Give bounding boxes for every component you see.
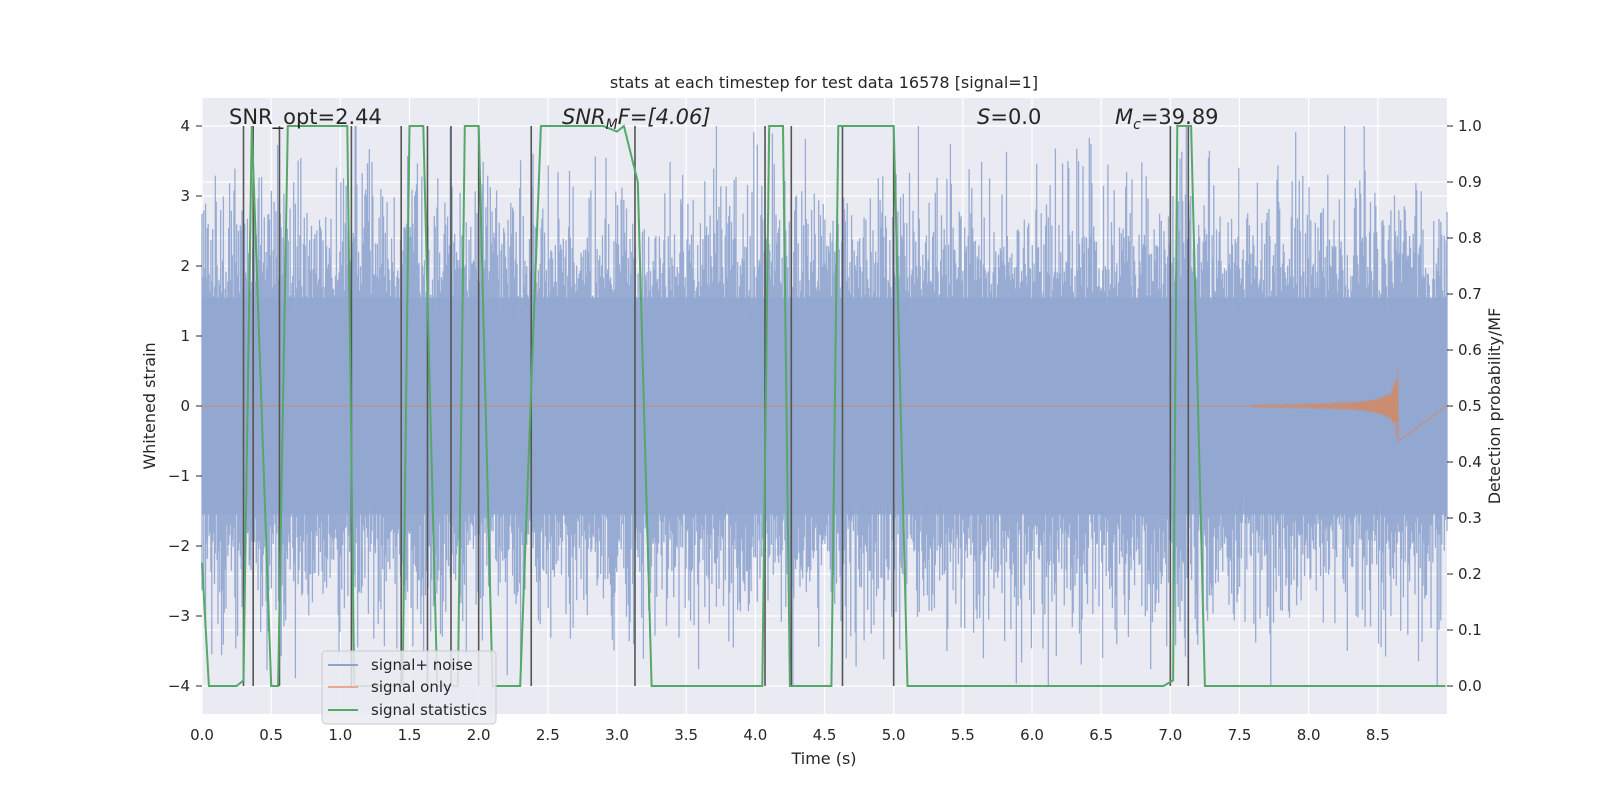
signal-statistics-series bbox=[201, 124, 1446, 687]
y2-tick-label: 0.2 bbox=[1458, 565, 1482, 583]
annotation-mc: Mc=39.89 bbox=[1115, 105, 1219, 133]
y2-tick-label: 1.0 bbox=[1458, 117, 1482, 135]
x-tick-label: 7.5 bbox=[1228, 726, 1252, 744]
y2-tick-label: 0.5 bbox=[1458, 397, 1482, 415]
y2-tick-label: 0.6 bbox=[1458, 341, 1482, 359]
y2-tick-label: 0.8 bbox=[1458, 229, 1482, 247]
y-tick-label: 0 bbox=[180, 397, 190, 415]
annotation-snr-mf: SNRMF=[4.06] bbox=[562, 105, 711, 133]
x-tick-label: 3.5 bbox=[674, 726, 698, 744]
legend-label-signal: signal only bbox=[371, 678, 452, 696]
y-tick-label: −3 bbox=[168, 607, 190, 625]
y-tick-label: 1 bbox=[180, 327, 190, 345]
y2-tick-label: 0.3 bbox=[1458, 509, 1482, 527]
x-axis-ticks: 0.0 0.5 1.0 1.5 2.0 2.5 3.0 3.5 4.0 4.5 5.0 5.5 6.0 6… bbox=[190, 726, 1390, 744]
y-tick-label: 4 bbox=[180, 117, 190, 135]
y-tick-label: −4 bbox=[168, 677, 190, 695]
y2-axis-label: Detection probability/MF bbox=[1485, 308, 1504, 505]
y-axis-ticks: −4 −3 −2 −1 0 1 2 3 4 bbox=[168, 117, 202, 695]
y2-tick-label: 0.0 bbox=[1458, 677, 1482, 695]
legend-box bbox=[321, 650, 497, 725]
y2-axis-ticks: 0.0 0.1 0.2 0.3 0.4 0.5 0.6 0.7 0.8 0.9 1.0 bbox=[1447, 117, 1482, 695]
x-tick-label: 2.0 bbox=[467, 726, 491, 744]
annotation-snr-opt: SNR_opt=2.44 bbox=[229, 105, 382, 130]
y2-tick-label: 0.7 bbox=[1458, 285, 1482, 303]
x-tick-label: 0.5 bbox=[259, 726, 283, 744]
x-tick-label: 1.5 bbox=[398, 726, 422, 744]
y2-tick-label: 0.4 bbox=[1458, 453, 1482, 471]
y2-tick-label: 0.1 bbox=[1458, 621, 1482, 639]
x-tick-label: 2.5 bbox=[536, 726, 560, 744]
y-tick-label: 2 bbox=[180, 257, 190, 275]
x-axis-label: Time (s) bbox=[790, 749, 856, 768]
y-axis-label: Whitened strain bbox=[140, 342, 159, 469]
y-tick-label: −1 bbox=[168, 467, 190, 485]
legend-label-noise: signal+ noise bbox=[371, 656, 473, 674]
x-tick-label: 8.0 bbox=[1297, 726, 1321, 744]
x-tick-label: 7.0 bbox=[1158, 726, 1182, 744]
x-tick-label: 6.5 bbox=[1089, 726, 1113, 744]
x-tick-label: 6.0 bbox=[1020, 726, 1044, 744]
x-tick-label: 4.5 bbox=[813, 726, 837, 744]
statistics-line bbox=[201, 124, 1446, 687]
chart-title: stats at each timestep for test data 165… bbox=[610, 73, 1038, 92]
legend: signal+ noise signal only signal statist… bbox=[321, 650, 497, 725]
signal-only-line bbox=[202, 369, 1448, 442]
x-tick-label: 4.0 bbox=[743, 726, 767, 744]
annotation-s: S=0.0 bbox=[977, 105, 1041, 129]
x-tick-label: 5.0 bbox=[882, 726, 906, 744]
y-tick-label: 3 bbox=[180, 187, 190, 205]
x-tick-label: 5.5 bbox=[951, 726, 975, 744]
legend-label-statistics: signal statistics bbox=[371, 701, 487, 719]
x-tick-label: 1.0 bbox=[328, 726, 352, 744]
signal-only-series bbox=[202, 369, 1448, 442]
x-tick-label: 8.5 bbox=[1366, 726, 1390, 744]
x-tick-label: 3.0 bbox=[605, 726, 629, 744]
y-tick-label: −2 bbox=[168, 537, 190, 555]
x-tick-label: 0.0 bbox=[190, 726, 214, 744]
y2-tick-label: 0.9 bbox=[1458, 173, 1482, 191]
